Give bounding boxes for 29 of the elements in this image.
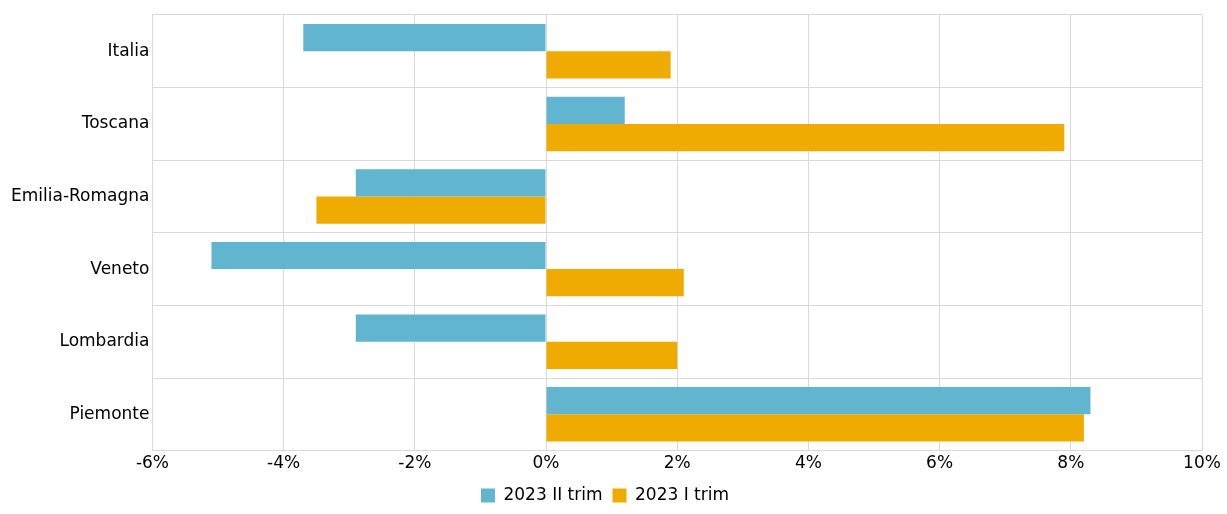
x-tick-label: 4% [794, 452, 822, 473]
bar [355, 314, 546, 342]
y-tick-label: Toscana [80, 112, 150, 133]
bar [546, 96, 625, 124]
bar [316, 196, 546, 224]
bar [303, 24, 546, 52]
x-tick-label: 10% [1183, 452, 1221, 473]
bar [546, 269, 684, 297]
bar [546, 414, 1084, 442]
y-tick-label: Piemonte [69, 402, 150, 423]
legend-label: 2023 II trim [503, 483, 603, 504]
bar [355, 169, 546, 197]
x-tick-label: -2% [398, 452, 432, 473]
y-tick-label: Emilia-Romagna [10, 184, 150, 205]
x-tick-label: 6% [926, 452, 954, 473]
y-tick-label: Veneto [90, 257, 150, 278]
x-tick-label: -6% [135, 452, 169, 473]
bar [546, 51, 671, 79]
bar [546, 123, 1065, 152]
y-tick-label: Lombardia [59, 330, 150, 351]
bar [546, 341, 678, 369]
x-tick-label: 0% [532, 452, 560, 473]
x-tick-label: -4% [267, 452, 301, 473]
x-tick-label: 2% [663, 452, 691, 473]
legend-label: 2023 I trim [635, 483, 730, 504]
bar [546, 387, 1091, 415]
y-tick-label: Italia [107, 39, 150, 60]
bar [211, 241, 546, 270]
x-tick-label: 8% [1057, 452, 1085, 473]
